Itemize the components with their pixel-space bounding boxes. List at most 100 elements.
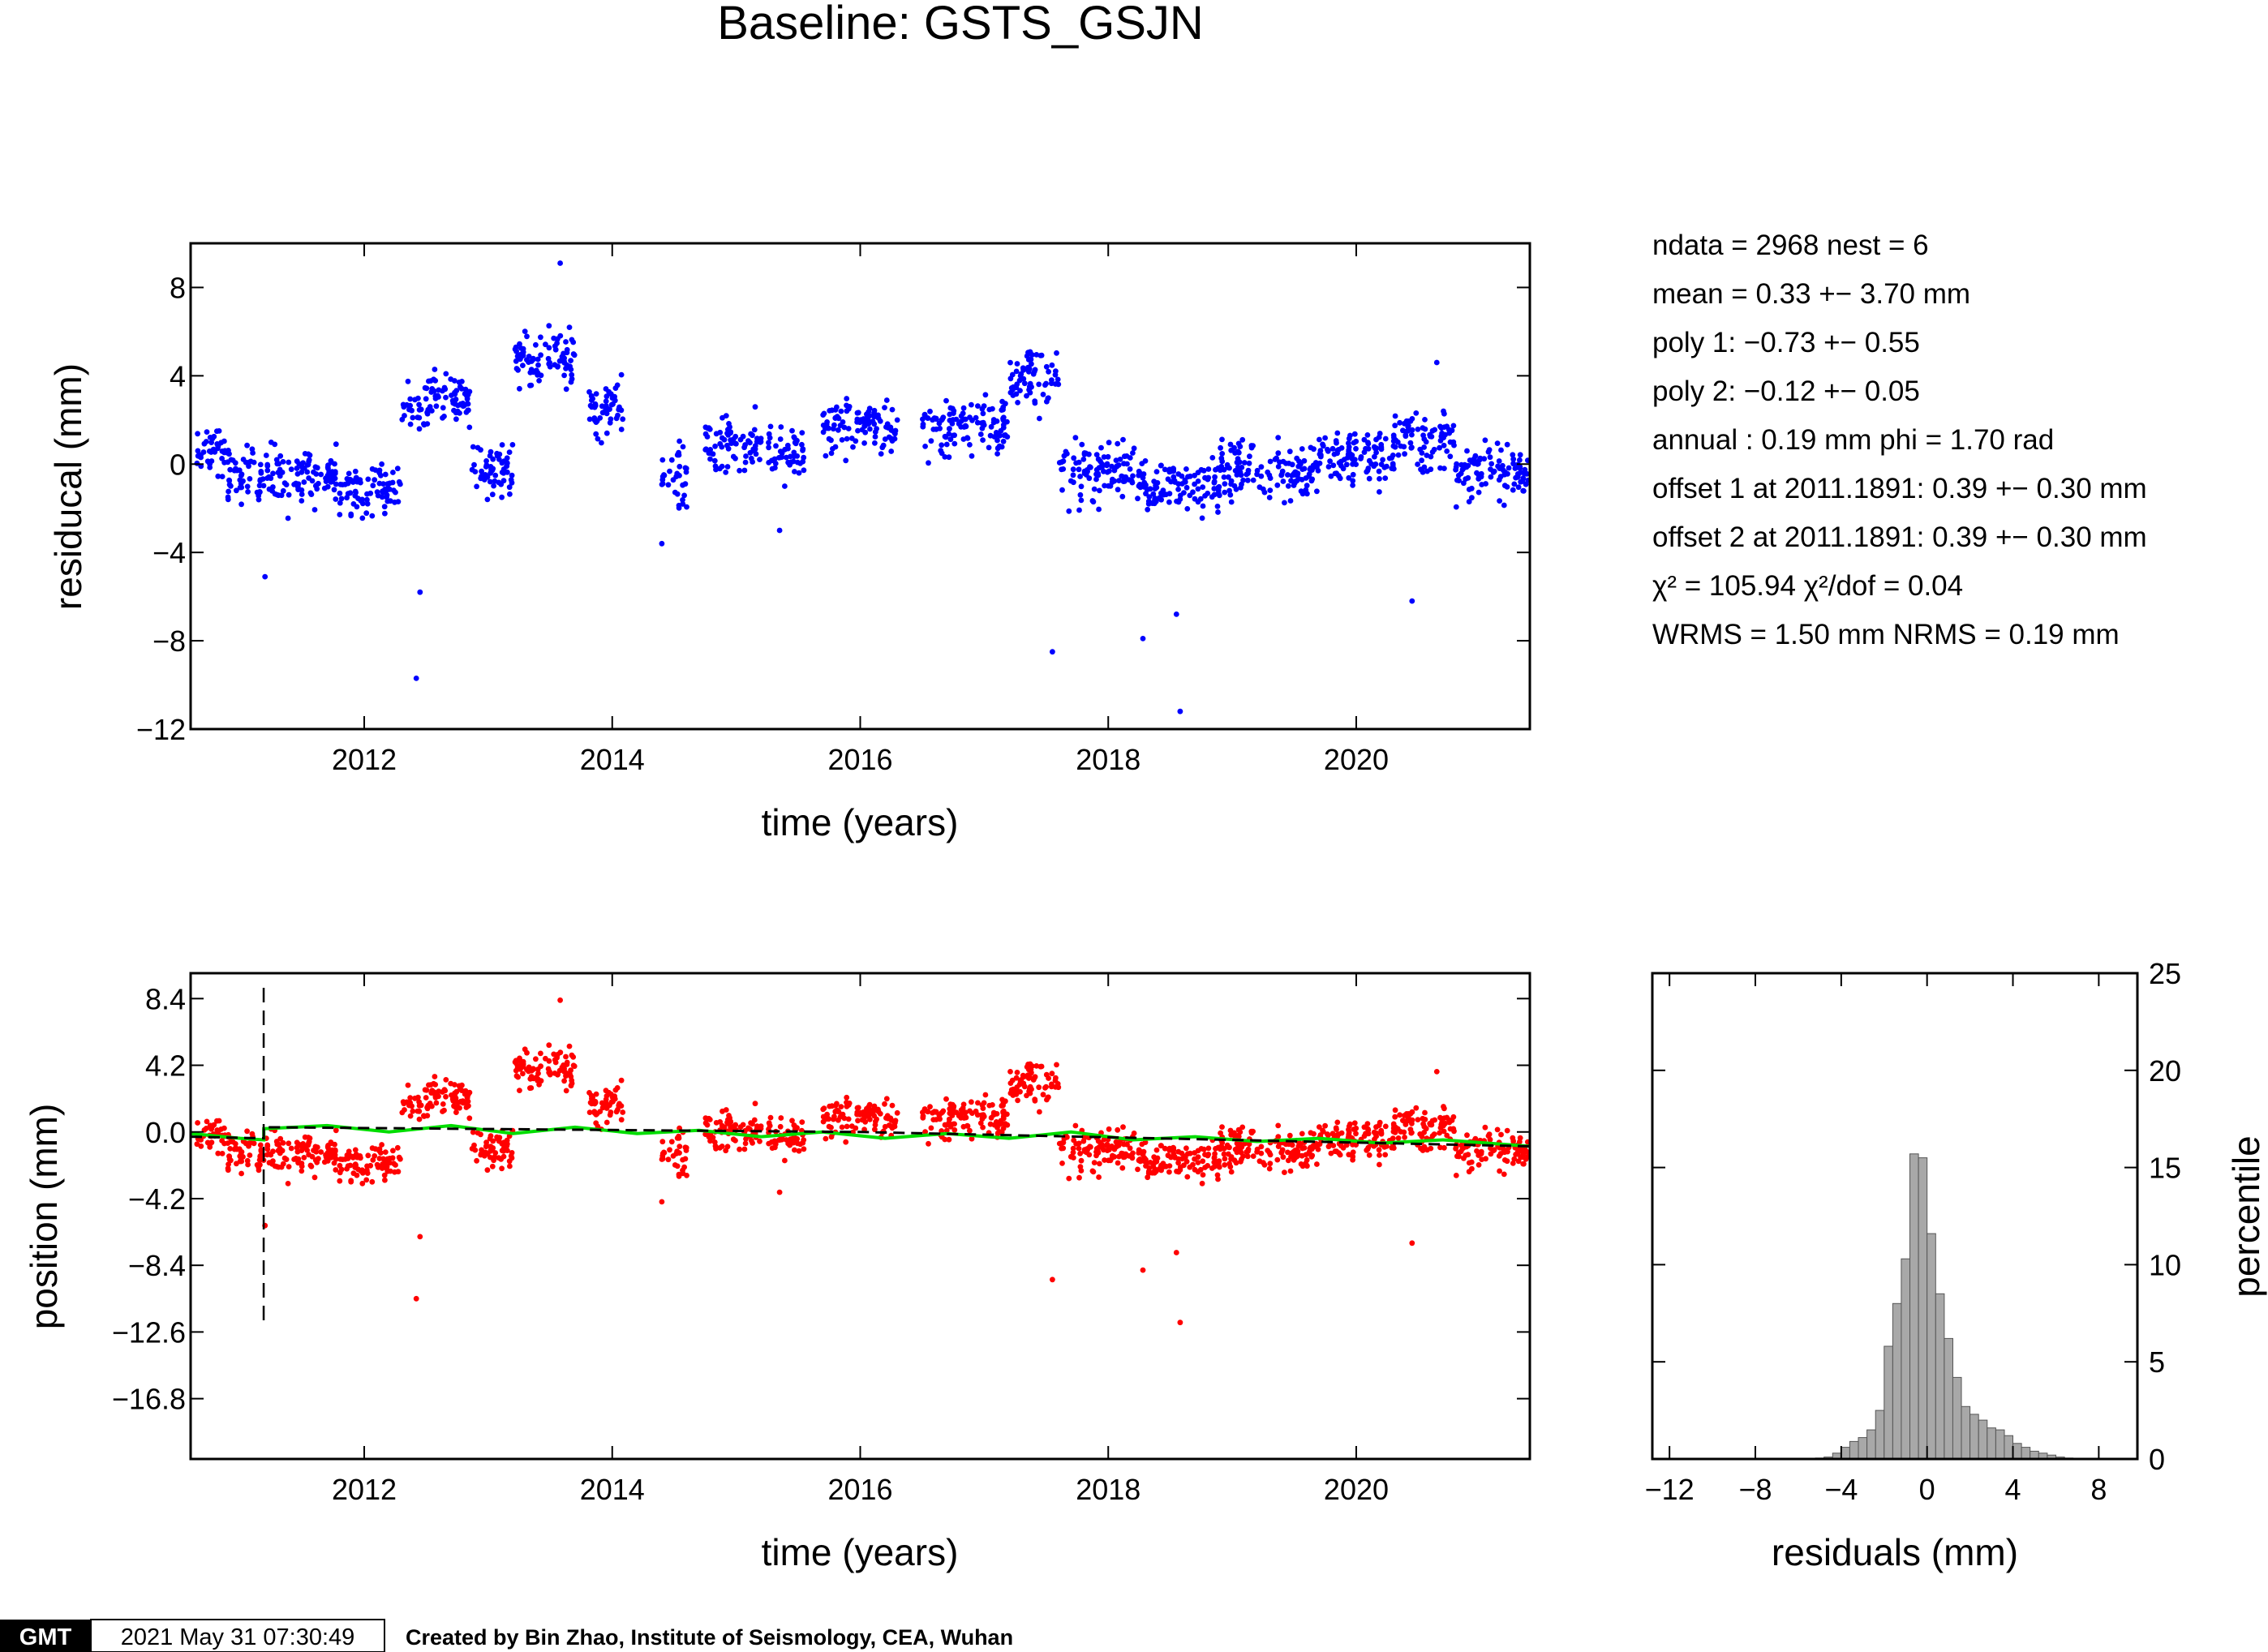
residual-point	[1267, 458, 1274, 465]
position-point	[684, 1173, 689, 1178]
residual-point	[524, 333, 530, 340]
position-point	[1469, 1165, 1475, 1172]
residual-point	[1136, 468, 1142, 474]
position-point	[350, 1170, 357, 1177]
position-point	[498, 1156, 505, 1162]
residual-point	[1063, 448, 1069, 455]
residual-point	[247, 476, 253, 482]
footer: GMT 2021 May 31 07:30:49 Created by Bin …	[0, 1619, 1013, 1652]
residual-point	[568, 358, 573, 363]
position-point	[484, 1167, 491, 1174]
residual-point	[195, 431, 201, 437]
residual-point	[407, 421, 414, 427]
position-point	[993, 1111, 999, 1117]
position-point	[1032, 1097, 1038, 1104]
residual-point	[338, 496, 345, 502]
residual-point	[960, 405, 967, 411]
residual-point	[864, 411, 870, 418]
position-point	[1390, 1135, 1396, 1141]
residual-point	[1254, 471, 1260, 478]
residual-point	[1400, 427, 1406, 434]
position-point	[363, 1177, 370, 1183]
position-point	[407, 1095, 414, 1101]
residual-point	[618, 407, 625, 414]
position-point	[277, 1135, 284, 1142]
residual-point	[563, 339, 569, 345]
residual-point	[1077, 474, 1083, 479]
position-point	[557, 1049, 564, 1056]
position-point	[1317, 1141, 1323, 1148]
position-point	[1225, 1144, 1231, 1150]
position-point	[882, 1101, 887, 1107]
position-point	[1384, 1144, 1390, 1149]
position-point	[281, 1155, 288, 1161]
position-point	[1423, 1126, 1429, 1132]
residual-point	[1482, 437, 1488, 444]
residual-point	[719, 463, 725, 470]
residual-point	[518, 351, 524, 358]
residual-point	[465, 407, 470, 414]
residual-point	[1226, 487, 1232, 494]
residual-point	[566, 324, 573, 330]
residual-point	[355, 496, 361, 501]
residual-point	[244, 442, 250, 448]
position-point	[1433, 1069, 1440, 1075]
residual-point	[1140, 636, 1146, 641]
residual-point	[513, 344, 519, 350]
histogram-bar	[2004, 1435, 2013, 1460]
position-point	[1102, 1157, 1107, 1163]
residual-point	[1366, 457, 1372, 464]
residual-point	[257, 478, 264, 484]
residual-point	[1372, 461, 1379, 467]
residual-point	[599, 410, 606, 416]
position-point	[702, 1115, 709, 1122]
position-point	[332, 1152, 338, 1158]
residual-point	[1175, 499, 1182, 505]
position-point	[1227, 1127, 1234, 1134]
residual-point	[1228, 481, 1234, 487]
position-point	[1303, 1161, 1309, 1166]
residual-point	[492, 472, 499, 478]
residual-point	[363, 510, 370, 517]
residual-point	[1226, 474, 1231, 480]
residual-point	[1481, 456, 1488, 462]
residual-point	[672, 489, 678, 496]
position-point	[1026, 1073, 1033, 1079]
residual-point	[1029, 361, 1034, 367]
position-point	[470, 1129, 476, 1135]
residual-point	[920, 421, 926, 427]
position-point	[563, 1053, 569, 1060]
position-point	[311, 1148, 316, 1153]
position-point	[1289, 1142, 1295, 1148]
residual-point	[372, 477, 378, 483]
position-point	[854, 1109, 861, 1116]
position-point	[299, 1168, 305, 1174]
residual-point	[727, 424, 732, 430]
position-point	[1222, 1162, 1228, 1168]
residual-point	[1390, 466, 1397, 472]
residual-point	[1442, 431, 1448, 438]
timestamp: 2021 May 31 07:30:49	[121, 1624, 355, 1650]
position-point	[347, 1162, 354, 1169]
position-point	[198, 1143, 204, 1149]
residual-point	[889, 406, 896, 413]
position-point	[1394, 1126, 1401, 1132]
position-point	[402, 1107, 407, 1113]
residual-point	[311, 507, 318, 513]
residual-point	[586, 416, 593, 423]
residual-point	[1070, 472, 1076, 478]
position-point	[943, 1127, 950, 1134]
position-point	[452, 1098, 458, 1105]
residual-point	[1338, 458, 1344, 465]
position-point	[751, 1117, 758, 1123]
residual-point	[988, 423, 994, 430]
position-point	[877, 1110, 883, 1117]
residual-point	[312, 464, 319, 470]
position-point	[872, 1126, 878, 1133]
residual-point	[219, 456, 225, 461]
residual-point	[1211, 479, 1218, 486]
residual-ylabel: residucal (mm)	[47, 363, 89, 610]
residual-point	[1511, 481, 1518, 487]
position-point	[724, 1144, 731, 1150]
